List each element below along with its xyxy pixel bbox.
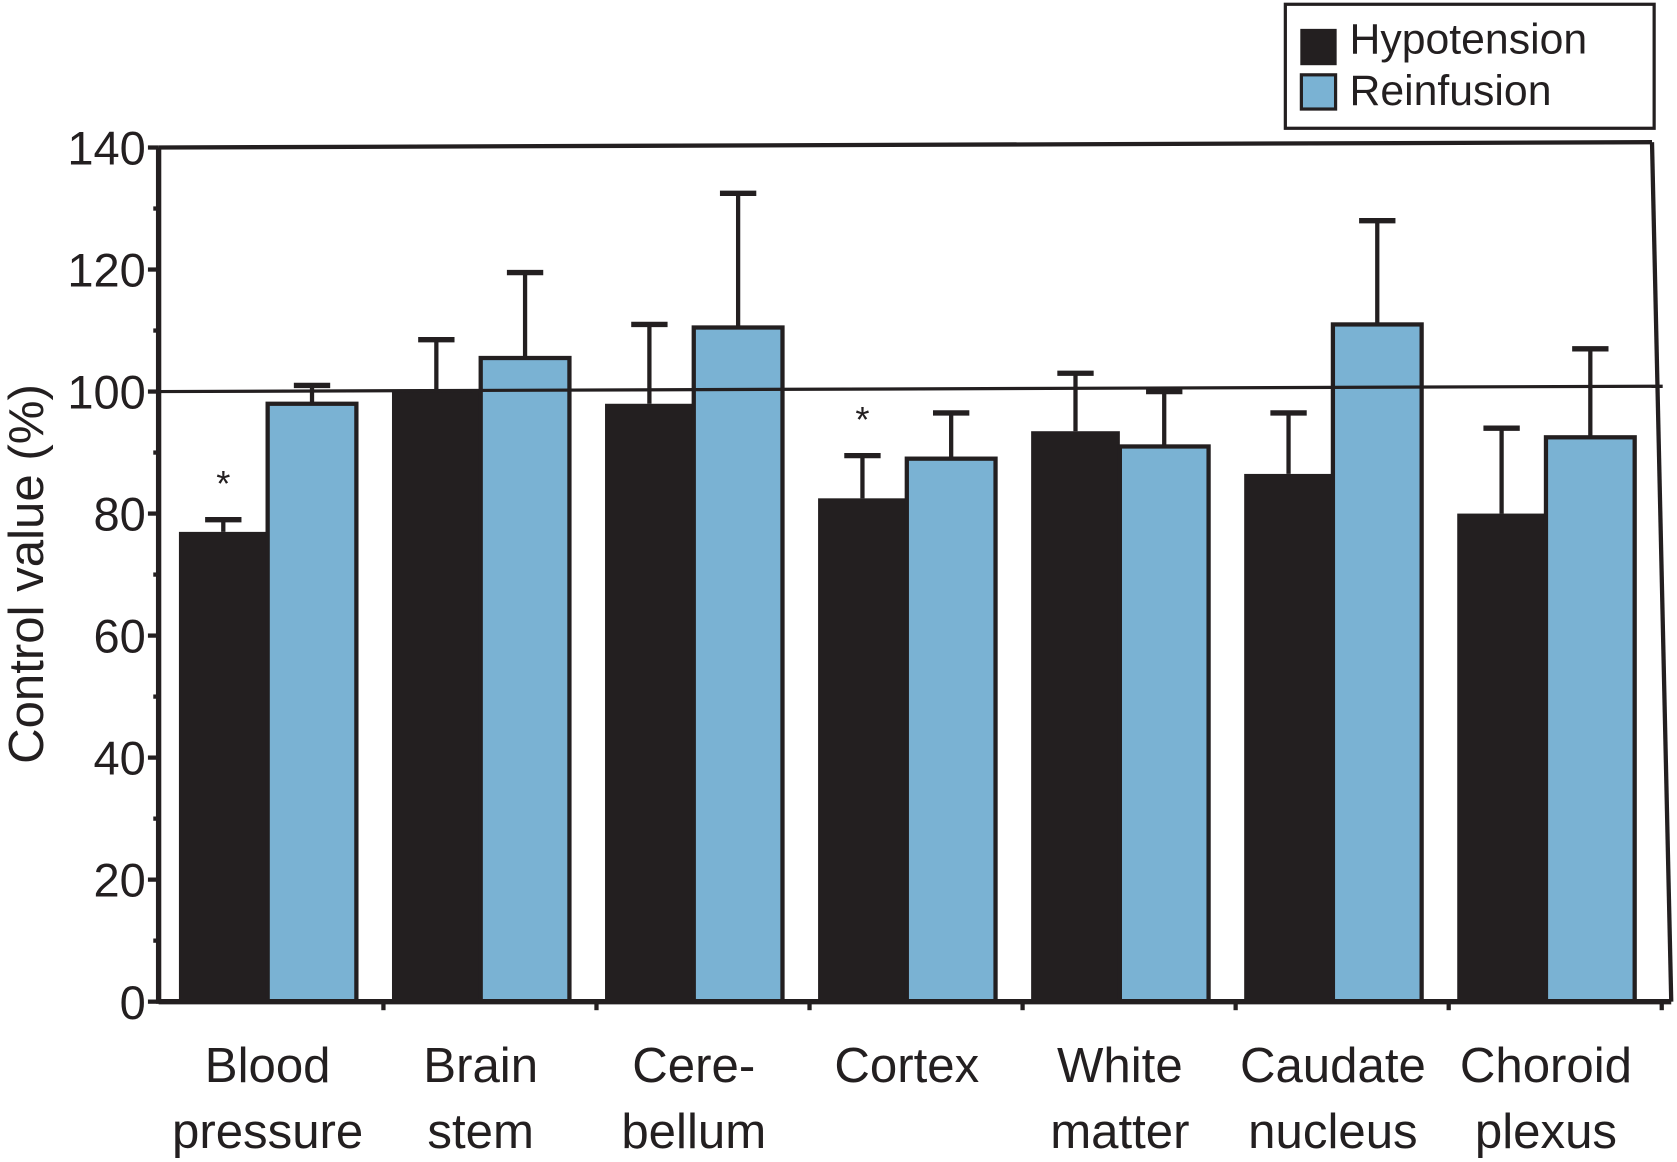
axes-layer: Blood pressure Brain stem Cere-bellum Cortex W… (67, 122, 1674, 1159)
bars-layer: ** (178, 190, 1637, 1004)
y-tick-label: 60 (93, 610, 145, 663)
category-label: Blood (205, 1038, 331, 1093)
legend-label-hypotension: Hypotension (1349, 15, 1587, 63)
legend: Hypotension Reinfusion (1283, 2, 1656, 130)
reference-line (158, 384, 1663, 394)
bar-reinfusion (265, 401, 359, 1004)
legend-label-reinfusion: Reinfusion (1349, 67, 1551, 115)
category-label: pressure (172, 1104, 363, 1159)
bar-reinfusion (1543, 435, 1637, 1004)
category-label: Cere- (632, 1038, 755, 1093)
y-tick-label: 120 (67, 244, 145, 297)
bar-hypotension (1244, 473, 1333, 1002)
bar-hypotension (178, 531, 268, 1002)
y-tick-label: 140 (67, 122, 145, 175)
bar-reinfusion (478, 355, 572, 1004)
bar-hypotension (1031, 431, 1120, 1002)
bar-hypotension (391, 391, 481, 1002)
y-tick-label: 40 (93, 732, 145, 785)
y-tick-label: 20 (93, 854, 145, 907)
bar-hypotension (605, 403, 694, 1002)
category-label: stem (427, 1104, 534, 1159)
bar-reinfusion (691, 325, 785, 1004)
category-label: White (1057, 1038, 1183, 1093)
y-axis-label: Control value (%) (0, 384, 54, 764)
y-tick-label: 0 (120, 976, 146, 1029)
bar-hypotension (818, 498, 907, 1002)
category-label: nucleus (1248, 1104, 1417, 1159)
category-label: Choroid (1460, 1038, 1632, 1093)
legend-swatch-reinfusion (1299, 73, 1338, 111)
y-tick-label: 80 (93, 488, 145, 541)
bar-hypotension (1457, 513, 1546, 1002)
plot-frame-right (1649, 142, 1674, 1002)
category-label: Caudate (1240, 1038, 1426, 1093)
significance-marker: * (216, 463, 230, 504)
bar-reinfusion (1330, 322, 1424, 1004)
category-label: bellum (621, 1104, 766, 1159)
plot-frame-top (158, 140, 1653, 150)
bar-reinfusion (1117, 444, 1211, 1004)
category-label: plexus (1475, 1104, 1617, 1159)
category-label: Cortex (834, 1038, 979, 1093)
category-label: matter (1050, 1104, 1189, 1159)
y-tick-label: 100 (67, 366, 145, 419)
category-label: Brain (423, 1038, 538, 1093)
legend-swatch-hypotension (1300, 28, 1337, 66)
significance-marker: * (855, 399, 869, 440)
legend-box (1283, 2, 1656, 130)
bar-reinfusion (904, 456, 998, 1004)
